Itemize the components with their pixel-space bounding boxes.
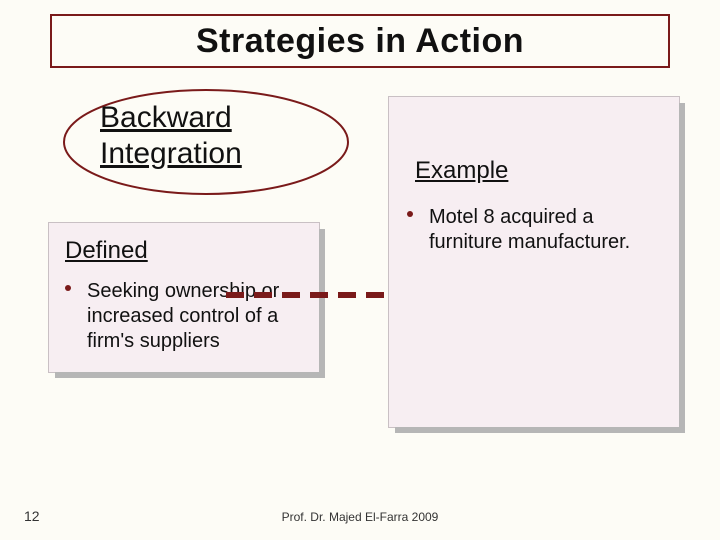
list-item: Motel 8 acquired a furniture manufacture…	[407, 205, 661, 255]
example-panel: Example Motel 8 acquired a furniture man…	[388, 96, 680, 428]
panel-shadow	[395, 427, 685, 433]
slide-title: Strategies in Action	[196, 22, 524, 61]
bullet-icon	[407, 211, 413, 217]
footer-credit: Prof. Dr. Majed El-Farra 2009	[0, 510, 720, 524]
title-bar: Strategies in Action	[50, 14, 670, 68]
defined-panel: Defined Seeking ownership or increased c…	[48, 222, 320, 373]
panel-shadow	[319, 229, 325, 378]
defined-list: Seeking ownership or increased control o…	[65, 279, 303, 354]
example-item-text: Motel 8 acquired a furniture manufacture…	[429, 206, 630, 253]
panel-shadow	[55, 372, 325, 378]
defined-heading: Defined	[65, 237, 303, 265]
topic-line2: Integration	[100, 137, 242, 170]
defined-item-text: Seeking ownership or increased control o…	[87, 280, 279, 352]
example-list: Motel 8 acquired a furniture manufacture…	[407, 205, 661, 255]
topic-line1: Backward	[100, 101, 232, 134]
bullet-icon	[65, 285, 71, 291]
example-heading: Example	[407, 157, 661, 185]
panel-shadow	[679, 103, 685, 433]
list-item: Seeking ownership or increased control o…	[65, 279, 303, 354]
topic-ellipse-text: Backward Integration	[100, 100, 330, 172]
